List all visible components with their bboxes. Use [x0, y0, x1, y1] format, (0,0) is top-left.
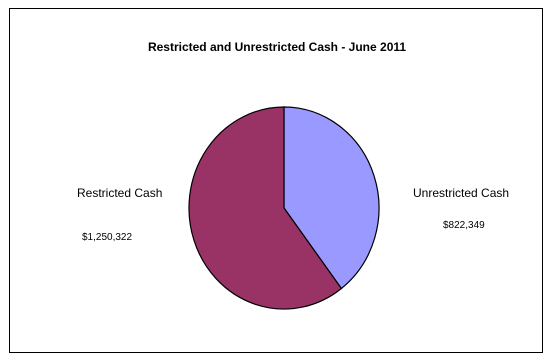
chart-title: Restricted and Unrestricted Cash - June … — [147, 40, 407, 54]
slice-value-unrestricted: $822,349 — [443, 220, 485, 231]
pie-slice-restricted-cash — [188, 106, 343, 310]
slice-value-restricted: $1,250,322 — [82, 232, 133, 243]
slice-label-restricted: Restricted Cash — [77, 186, 163, 200]
slice-label-unrestricted: Unrestricted Cash — [413, 186, 510, 200]
pie-slice-unrestricted-cash — [283, 106, 380, 290]
